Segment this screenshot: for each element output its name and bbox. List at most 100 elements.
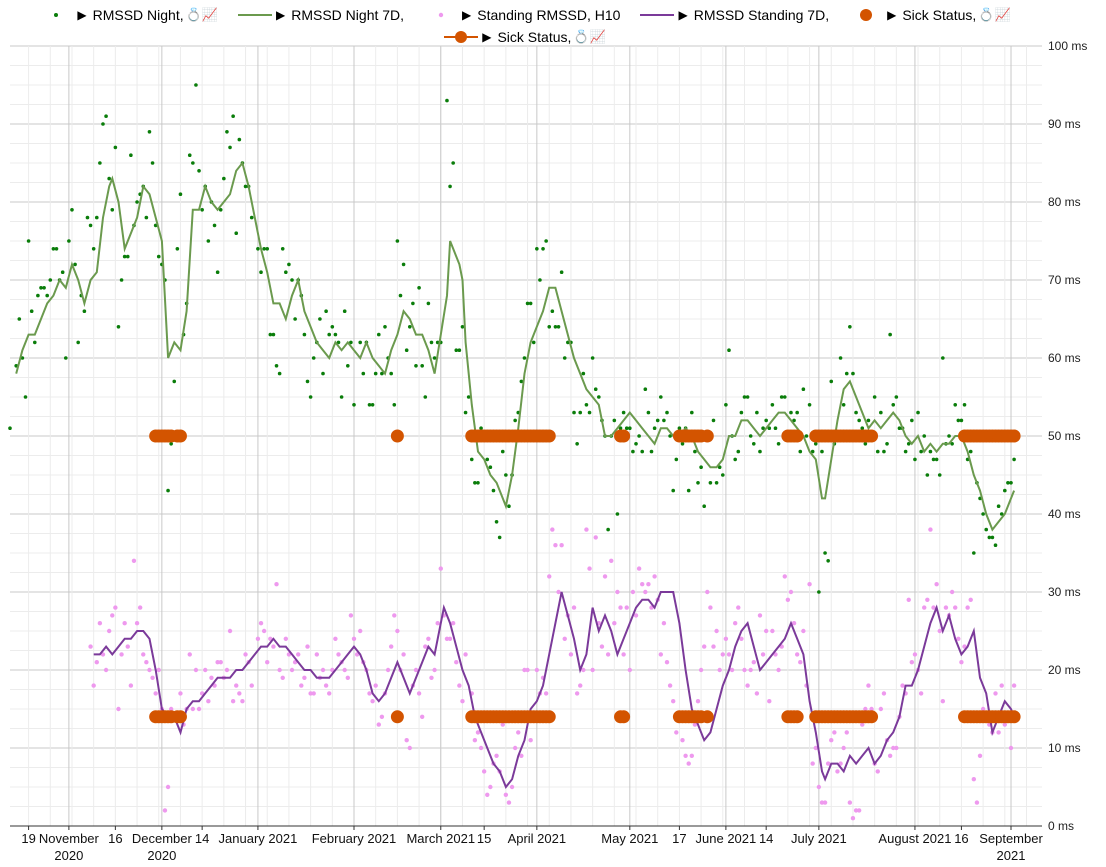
rmssd-night-point [903,449,908,454]
expand-arrow-icon[interactable]: ▶ [887,8,897,22]
rmssd-night-point [237,137,242,142]
rmssd-night-point [519,379,524,384]
x-tick-label: 14 [195,831,209,846]
standing-rmssd-point [782,574,787,579]
standing-rmssd-point [509,784,515,790]
rmssd-night-point [463,410,468,415]
standing-rmssd-point [819,800,825,805]
standing-rmssd-point [283,636,289,641]
standing-rmssd-point [850,816,856,821]
x-tick-label: November [39,831,100,846]
rmssd-night-point [39,286,43,290]
standing-rmssd-point [106,628,112,634]
rmssd-night-point [469,457,474,462]
standing-rmssd-point [701,644,707,649]
y-tick-label: 10 ms [1048,741,1081,755]
standing-rmssd-point [234,683,239,688]
legend-item-rmssd-night-7d[interactable]: ▶ RMSSD Night 7D, [238,7,404,23]
standing-rmssd-point [568,652,574,657]
rmssd-night-point [311,356,316,360]
standing-rmssd-point [630,589,636,595]
expand-arrow-icon[interactable]: ▶ [77,8,87,22]
rmssd-night-point [981,512,985,516]
rmssd-night-point [659,395,663,399]
legend-item-rmssd-standing-7d[interactable]: ▶ RMSSD Standing 7D, [640,7,829,23]
rmssd-night-point [621,410,626,415]
rmssd-night-point [290,278,294,282]
standing-rmssd-point [463,652,468,657]
rmssd-night-point [643,387,648,392]
standing-rmssd-point [413,667,419,673]
standing-rmssd-point [407,745,412,751]
legend-item-sick-status[interactable]: ▶ Sick Status, 💍📈 [849,7,1011,23]
expand-arrow-icon[interactable]: ▶ [462,8,472,22]
standing-rmssd-point [934,582,939,587]
standing-rmssd-point [624,605,629,610]
standing-rmssd-point [342,667,347,673]
rmssd-night-point [280,247,285,251]
standing-rmssd-point [664,660,670,665]
standing-rmssd-point [141,652,146,657]
standing-rmssd-point [717,667,722,673]
standing-rmssd-point [940,699,946,704]
rmssd-night-point [618,426,623,431]
rmssd-night-point [649,449,654,454]
legend-item-standing-rmssd[interactable]: ▶ Standing RMSSD, H10 [424,7,620,23]
rmssd-night-point [922,434,927,438]
standing-rmssd-point [543,691,549,696]
rmssd-night-point [70,208,74,212]
standing-rmssd-point [980,706,986,712]
rmssd-night-point [349,340,353,345]
standing-rmssd-point [438,566,443,571]
rmssd-night-point [144,215,149,220]
rmssd-night-point [690,410,694,415]
rmssd-night-point [755,410,759,415]
standing-rmssd-point [584,527,589,532]
rmssd-night-point [761,426,765,431]
rmssd-night-point [674,457,679,462]
standing-rmssd-point [373,683,378,688]
rmssd-night-point [451,161,455,165]
rmssd-night-point [848,325,852,329]
rmssd-night-point [423,395,428,399]
rmssd-night-point [135,200,139,204]
rmssd-night-point [17,317,22,321]
rmssd-night-point [941,356,945,360]
standing-rmssd-point [215,660,220,665]
standing-rmssd-point [949,589,955,595]
legend-row-2: ▶ Sick Status, 💍📈 [0,26,1050,48]
rmssd-night-point [801,387,806,392]
standing-rmssd-point [918,691,924,696]
rmssd-night-point [1012,457,1016,462]
rmssd-night-point [187,153,192,157]
rmssd-night-point [736,449,741,454]
expand-arrow-icon[interactable]: ▶ [678,8,688,22]
sick-status-marker [700,710,714,724]
x-tick-label: August 2021 [878,831,951,846]
legend-item-rmssd-night[interactable]: ▶ RMSSD Night, 💍📈 [39,7,218,23]
standing-rmssd-point [323,683,329,688]
expand-arrow-icon[interactable]: ▶ [482,30,492,44]
standing-rmssd-point [302,675,307,680]
rmssd-night-point [724,403,728,407]
x-tick-sublabel: 2020 [147,848,176,863]
expand-arrow-icon[interactable]: ▶ [276,8,286,22]
rmssd-night-point [23,395,28,399]
rmssd-night-point [779,395,784,399]
standing-rmssd-point [698,667,704,673]
rmssd-night-point [333,332,338,337]
standing-rmssd-point [794,652,800,657]
standing-rmssd-point [578,683,583,688]
standing-rmssd-point [922,605,927,610]
legend-item-sick-status-line[interactable]: ▶ Sick Status, 💍📈 [444,29,606,45]
rmssd-night-point [147,130,152,134]
standing-rmssd-point [894,745,899,751]
rmssd-night-point [677,426,682,431]
standing-rmssd-point [203,667,208,673]
standing-rmssd-point [243,652,248,657]
standing-rmssd-point [835,769,840,774]
standing-rmssd-point [88,644,93,649]
sick-status-marker [700,429,714,443]
rmssd-night-point [376,332,381,337]
rmssd-night-point [256,247,260,251]
